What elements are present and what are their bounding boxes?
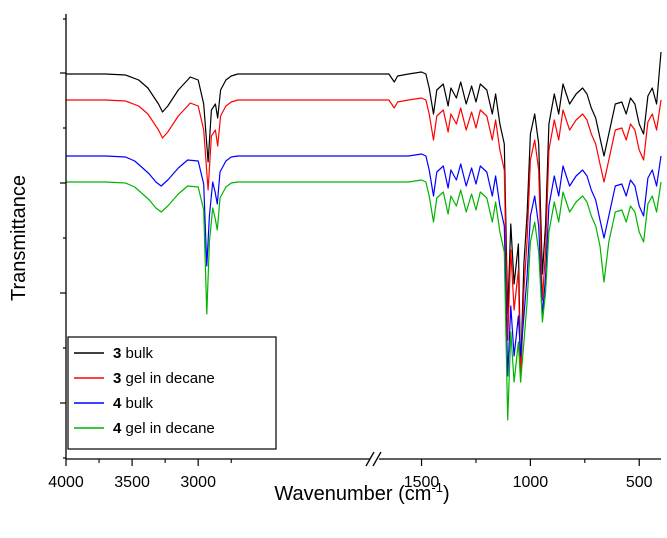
- series-line-4-part-2: [370, 179, 662, 421]
- x-tick-label: 3500: [114, 474, 150, 491]
- legend-compound-number: 4: [113, 420, 122, 437]
- legend-compound-number: 3: [113, 345, 121, 362]
- x-tick-label: 500: [626, 474, 653, 491]
- x-tick-label: 1000: [513, 474, 549, 491]
- series-line-3-part-2: [370, 153, 662, 377]
- x-axis-title: Wavenumber (cm-1): [274, 480, 449, 505]
- x-tick-label: 3000: [180, 474, 216, 491]
- series-line-4-part-1: [66, 181, 370, 315]
- legend-series-name: gel in decane: [121, 420, 214, 437]
- series-line-3-part-1: [66, 155, 370, 267]
- legend-entry-1: 3 bulk: [113, 345, 154, 362]
- series-line-2-part-1: [66, 99, 370, 191]
- legend-series-name: bulk: [121, 395, 153, 412]
- legend-entry-2: 3 gel in decane: [113, 370, 215, 387]
- legend-entry-3: 4 bulk: [113, 395, 154, 412]
- legend-entry-4: 4 gel in decane: [113, 420, 215, 437]
- series-layer: [66, 51, 662, 421]
- axis-break-mark-2: [372, 451, 382, 467]
- x-axis-title-superscript: -1: [431, 480, 443, 495]
- x-tick-label: 4000: [48, 474, 84, 491]
- y-axis-title: Transmittance: [8, 175, 30, 301]
- series-line-1-part-2: [370, 51, 662, 375]
- x-axis-title-main: Wavenumber (cm: [274, 483, 431, 505]
- legend-series-name: gel in decane: [121, 370, 214, 387]
- x-axis-title-suffix: ): [443, 483, 450, 505]
- legend-compound-number: 3: [113, 370, 121, 387]
- series-line-1-part-1: [66, 73, 370, 163]
- legend-series-name: bulk: [121, 345, 153, 362]
- ticks-layer: 4000 3500 3000 1500 1000 500: [48, 18, 653, 491]
- legend-compound-number: 4: [113, 395, 122, 412]
- x-tick-label: 1500: [404, 474, 440, 491]
- series-line-2-part-2: [370, 97, 662, 383]
- legend-box: [67, 336, 277, 450]
- axes-layer: [65, 14, 661, 467]
- axis-break-mark-1: [365, 451, 375, 467]
